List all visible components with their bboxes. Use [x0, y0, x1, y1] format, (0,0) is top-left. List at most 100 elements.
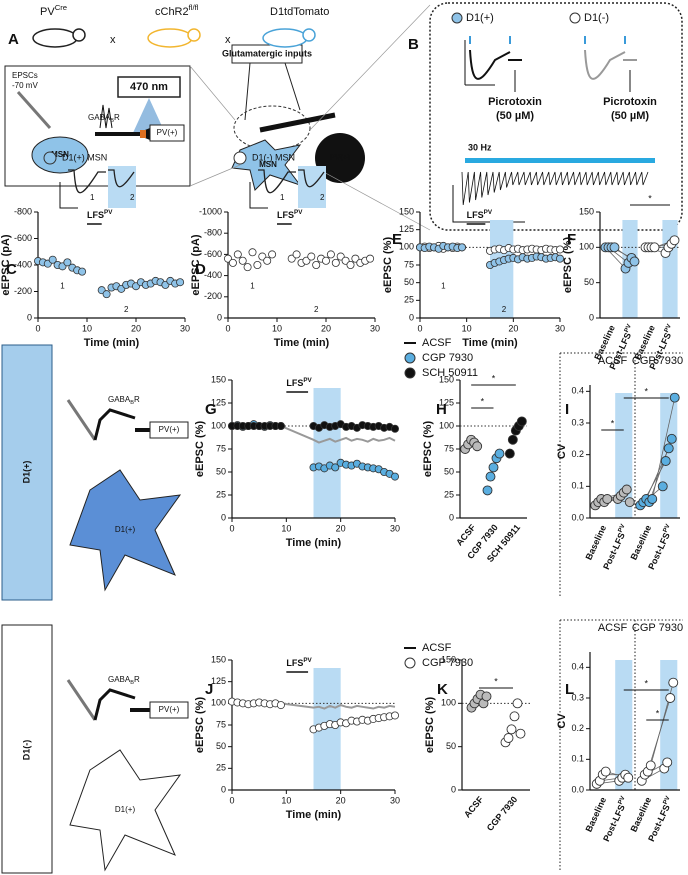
data-point — [509, 711, 520, 722]
y-tick-label: 150 — [579, 206, 594, 216]
y-tick-label: 0.4 — [571, 386, 584, 396]
x-tick-label: Baseline — [584, 796, 609, 834]
y-tick-label: 50 — [216, 466, 226, 476]
mouse-label-sup: Cre — [55, 3, 67, 12]
stim-label-sup: PV — [303, 657, 312, 664]
y-tick-label: 0 — [589, 312, 594, 322]
mouse-head — [302, 28, 316, 42]
data-point — [48, 255, 57, 264]
y-axis-label: CV — [556, 443, 568, 459]
y-tick-label: 25 — [216, 763, 226, 773]
panel-letter: E — [392, 231, 402, 248]
receptor-label-main: GABA — [88, 113, 111, 122]
y-tick-label: 75 — [444, 443, 454, 453]
panel-letter: J — [205, 681, 213, 698]
data-point — [629, 256, 640, 267]
data-point — [506, 724, 517, 735]
data-point — [331, 463, 340, 472]
y-tick-label: 125 — [439, 397, 454, 407]
data-point — [238, 256, 247, 265]
data-point — [645, 760, 656, 771]
mouse-label: PVCre — [40, 3, 67, 18]
legend-label: D1(+) — [466, 12, 494, 24]
stim-marks — [469, 36, 626, 44]
inset-shade — [298, 166, 326, 208]
data-point — [556, 254, 565, 263]
mouse — [262, 28, 308, 48]
data-point — [485, 471, 496, 482]
stim-label-sup: PV — [484, 209, 493, 216]
data-point — [228, 258, 237, 267]
receptor-label-sub: B — [110, 118, 114, 124]
input-axon — [244, 62, 301, 121]
data-point — [102, 290, 111, 299]
data-point — [481, 691, 492, 702]
y-tick-label: 25 — [216, 489, 226, 499]
y-tick-label: 150 — [211, 374, 226, 384]
y-tick-label: 0 — [221, 784, 226, 794]
scale-bar — [249, 182, 268, 209]
y-tick-label: 25 — [404, 295, 414, 305]
panel-letter: G — [205, 401, 217, 418]
panel-letter: D — [195, 261, 206, 278]
mouse-head — [72, 28, 86, 42]
y-axis-label: eEPSC (%) — [194, 421, 206, 478]
stim-label: LFSPV — [286, 377, 312, 389]
y-tick-label: 0.0 — [571, 784, 584, 794]
data-point — [609, 242, 620, 253]
stim-label-main: LFS — [467, 210, 484, 220]
x-tick-label: 10 — [462, 323, 472, 333]
mouse-label: D1tdTomato — [270, 6, 329, 18]
y-tick-label: 0.0 — [571, 512, 584, 522]
receptor-label-main: GABA — [108, 395, 131, 404]
pv-axon — [130, 428, 150, 712]
y-tick-label: 50 — [404, 277, 414, 287]
epoch-label: 2 — [314, 305, 319, 314]
y-tick-label: 100 — [441, 698, 456, 708]
data-point — [600, 766, 611, 777]
x-tick-label: 30 — [555, 323, 565, 333]
x-tick-label: 10 — [82, 323, 92, 333]
stim-label-sup: PV — [104, 209, 113, 216]
legend-swatch — [404, 352, 416, 364]
y-tick-label: 25 — [444, 489, 454, 499]
x-tick-label: 20 — [336, 523, 346, 533]
receptor-label-main: GABA — [108, 675, 131, 684]
data-point — [507, 434, 518, 445]
cross: x — [110, 34, 116, 46]
panel-b-box — [429, 2, 683, 231]
legend-swatch — [569, 12, 581, 24]
pipette — [66, 399, 97, 721]
msn-label: MSN — [259, 160, 277, 169]
data-point — [647, 494, 658, 504]
data-point — [248, 248, 257, 257]
y-tick-label: 150 — [439, 374, 454, 384]
y-tick-label: 0.1 — [571, 481, 584, 491]
x-tick-label: 0 — [229, 523, 234, 533]
x-axis-label: Time (min) — [274, 337, 330, 349]
group-label: ACSF — [598, 622, 628, 634]
mouse-label-main: cChR2 — [155, 6, 189, 18]
pv-cell — [315, 133, 365, 183]
inset-trace — [68, 169, 106, 194]
y-tick-label: 100 — [399, 242, 414, 252]
data-point — [602, 494, 613, 504]
sig-label: * — [611, 418, 615, 428]
data-point — [307, 252, 316, 261]
sig-label: * — [644, 678, 648, 688]
data-point — [366, 254, 375, 263]
y-tick-label: 0 — [217, 312, 222, 322]
data-point — [263, 256, 272, 265]
stim-label: LFSPV — [286, 657, 312, 669]
x-tick-label: 10 — [272, 323, 282, 333]
x-tick-label: CGP 7930 — [485, 794, 520, 833]
inset-epoch: 1 — [90, 193, 95, 202]
d1pos-trace — [469, 49, 511, 80]
cross: x — [225, 34, 231, 46]
data-point — [346, 260, 355, 269]
y-tick-label: -400 — [14, 259, 32, 269]
x-tick-label: 30 — [390, 523, 400, 533]
data-point — [488, 462, 499, 473]
stim-label-sup: PV — [294, 209, 303, 216]
